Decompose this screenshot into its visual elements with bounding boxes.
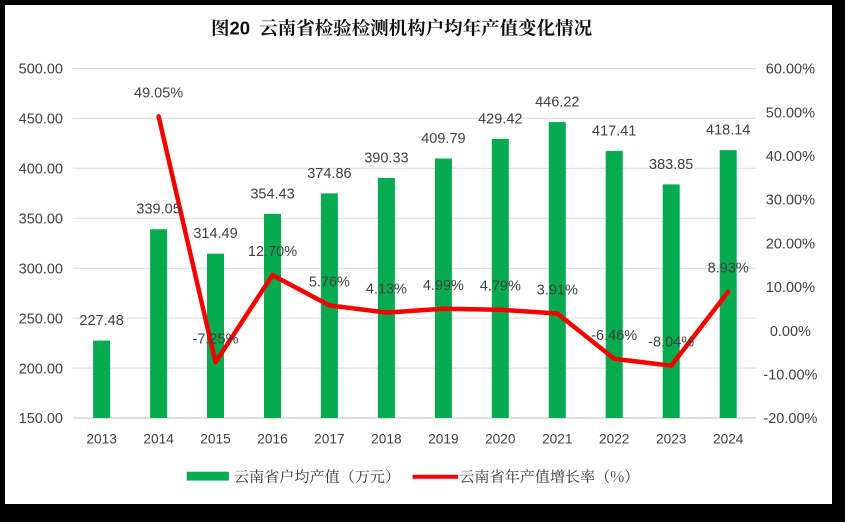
svg-text:-20.00%: -20.00% [763, 411, 817, 427]
svg-text:20: 20 [230, 18, 251, 39]
svg-text:2017: 2017 [314, 432, 344, 447]
svg-text:354.43: 354.43 [250, 186, 294, 202]
svg-text:12.70%: 12.70% [248, 244, 297, 260]
svg-text:2020: 2020 [485, 432, 516, 447]
svg-text:2013: 2013 [86, 432, 117, 447]
svg-text:400.00: 400.00 [19, 162, 63, 178]
svg-text:227.48: 227.48 [79, 313, 123, 329]
svg-text:200.00: 200.00 [19, 361, 63, 377]
svg-text:2015: 2015 [200, 432, 231, 447]
svg-text:-7.25%: -7.25% [193, 331, 239, 347]
svg-text:450.00: 450.00 [19, 112, 63, 128]
svg-text:10.00%: 10.00% [766, 280, 815, 296]
svg-text:4.79%: 4.79% [480, 279, 521, 295]
svg-text:2021: 2021 [542, 432, 572, 447]
svg-text:2024: 2024 [713, 432, 744, 447]
svg-text:374.86: 374.86 [307, 166, 351, 182]
svg-text:2016: 2016 [257, 432, 288, 447]
svg-text:390.33: 390.33 [364, 150, 408, 166]
svg-text:418.14: 418.14 [706, 123, 750, 139]
svg-text:339.05: 339.05 [136, 202, 180, 218]
svg-text:8.93%: 8.93% [708, 261, 749, 277]
svg-text:-8.04%: -8.04% [648, 335, 694, 351]
svg-text:60.00%: 60.00% [766, 62, 815, 78]
svg-text:3.91%: 3.91% [537, 283, 578, 299]
svg-text:2023: 2023 [656, 432, 687, 447]
svg-text:2019: 2019 [428, 432, 458, 447]
svg-text:383.85: 383.85 [649, 157, 693, 173]
svg-text:350.00: 350.00 [19, 211, 63, 227]
svg-text:150.00: 150.00 [19, 411, 63, 427]
svg-text:5.76%: 5.76% [309, 274, 350, 290]
svg-text:2022: 2022 [599, 432, 629, 447]
svg-text:2018: 2018 [371, 432, 402, 447]
svg-text:4.13%: 4.13% [366, 282, 407, 298]
svg-text:0.00%: 0.00% [770, 324, 811, 340]
svg-text:417.41: 417.41 [592, 123, 636, 139]
svg-text:40.00%: 40.00% [766, 149, 815, 165]
svg-text:500.00: 500.00 [19, 62, 63, 78]
svg-text:314.49: 314.49 [193, 226, 237, 242]
svg-text:-10.00%: -10.00% [763, 368, 817, 384]
svg-text:49.05%: 49.05% [134, 85, 183, 101]
svg-text:-6.46%: -6.46% [591, 328, 637, 344]
svg-text:20.00%: 20.00% [766, 236, 815, 252]
svg-text:250.00: 250.00 [19, 311, 63, 327]
svg-text:409.79: 409.79 [421, 131, 465, 147]
svg-text:300.00: 300.00 [19, 261, 63, 277]
svg-text:429.42: 429.42 [478, 111, 522, 127]
svg-text:2014: 2014 [143, 432, 174, 447]
svg-text:4.99%: 4.99% [423, 278, 464, 294]
svg-text:50.00%: 50.00% [766, 105, 815, 121]
svg-text:446.22: 446.22 [535, 95, 579, 111]
svg-text:30.00%: 30.00% [766, 193, 815, 209]
